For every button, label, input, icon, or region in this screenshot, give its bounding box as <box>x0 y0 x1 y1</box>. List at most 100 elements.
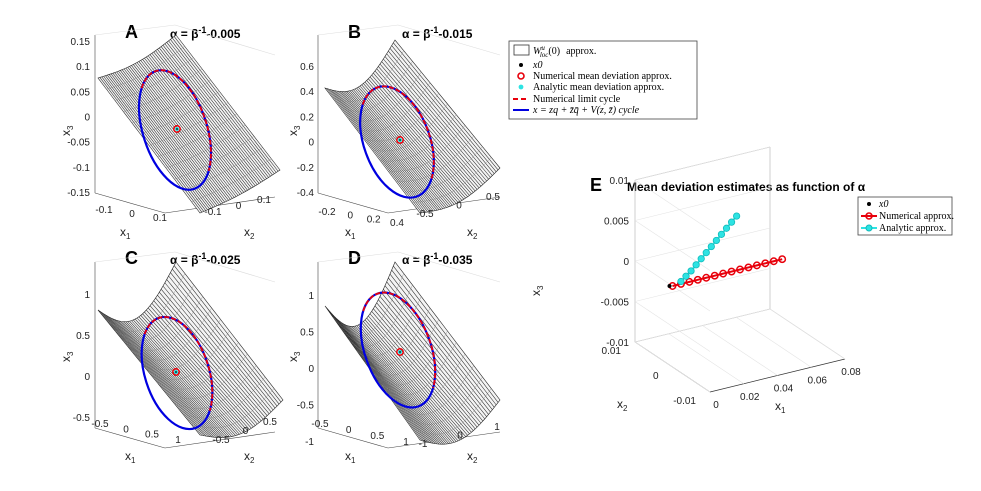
panel-a-mesh-line <box>174 136 255 180</box>
panel-d-z-tick-label: -1 <box>305 437 314 448</box>
panel-a-numerical-cycle <box>140 69 212 172</box>
panel-e-x1-label: x1 <box>775 399 786 415</box>
panel-b-x2-label: x2 <box>467 225 478 241</box>
e-x0-dot-icon <box>867 202 871 206</box>
panel-c: C α = β-1-0.025 1 0.5 0 -0.5 -0.5 0 0.5 1 -0.5… <box>59 248 284 465</box>
panel-e-ticks: 00.020.040.060.080.010-0.010.010.0050-0.… <box>601 176 862 411</box>
panel-b-x1-label: x1 <box>345 225 356 241</box>
panel-d-z-tick-label: 0 <box>308 364 314 375</box>
panel-e-analytic-point <box>687 267 695 275</box>
panel-e-numerical-point <box>769 257 778 266</box>
panel-a-mesh-line <box>148 102 229 146</box>
panel-e-gridline <box>634 146 771 181</box>
panel-e-analytic-point <box>733 212 741 220</box>
panel-c-x3-label: x3 <box>59 351 75 362</box>
panel-a-z-tick-label: 0.15 <box>71 37 91 48</box>
panel-d-numerical-mean-point <box>396 348 404 356</box>
panel-e-analytic-point <box>707 242 715 251</box>
panel-d-title: α = β-1-0.035 <box>402 251 473 267</box>
panel-a-x1-label: x1 <box>120 225 131 241</box>
panel-b-x2-tick-label: 0.5 <box>486 192 500 203</box>
panel-e-analytic-point <box>702 249 710 257</box>
panel-d-mesh-line <box>340 284 413 347</box>
panel-a-mesh-line <box>191 158 272 202</box>
panel-b-mesh-line <box>340 61 413 112</box>
panel-e-analytic-point <box>682 272 690 280</box>
panel-e-numerical-point <box>727 267 736 276</box>
panel-b-z-tick-label: 0.2 <box>300 112 314 123</box>
panel-e-analytic-point <box>722 224 731 232</box>
panel-d-z-tick-label: 1 <box>308 291 314 302</box>
panel-c-cycles <box>140 315 214 431</box>
panel-e-numerical-point <box>736 265 744 274</box>
panel-c-mesh-line <box>191 388 275 429</box>
panel-b-x2-tick-label: 0 <box>456 201 462 212</box>
panel-b-numerical-mean-point <box>396 136 404 144</box>
panel-b-mesh-line <box>364 93 439 142</box>
panel-d-x1-tick-label: -0.5 <box>311 419 329 430</box>
panel-b: B α = β-1-0.015 0.60.40.20-0.2-0.4 -0.2 0… <box>286 22 501 241</box>
panel-e-gridline <box>634 187 771 221</box>
panel-c-back-edge <box>94 251 176 263</box>
panel-c-z-tick-label: 0.5 <box>76 331 90 342</box>
panel-a-surface-patch <box>97 34 281 214</box>
panel-c-x0-point <box>175 371 177 373</box>
panel-d-x1-axis-line <box>317 427 389 449</box>
panel-a-x2-tick-label: 0 <box>236 201 242 212</box>
panel-e-x3-tick-label: -0.01 <box>606 338 629 349</box>
panel-a-z-tick-label: -0.15 <box>67 188 90 199</box>
panel-b-back-edge <box>317 24 399 36</box>
panel-b-z-tick-label: 0.4 <box>300 87 314 98</box>
panel-a-x1-tick-label: 0.1 <box>153 213 167 224</box>
panel-c-mesh-line <box>174 365 257 409</box>
panel-e-analytic-point <box>692 261 700 269</box>
panel-d-mesh-line <box>348 296 422 356</box>
panel-d-label: D <box>348 248 361 268</box>
panel-a-x1-ticks: -0.1 0 0.1 <box>95 205 167 224</box>
panel-b-z-tick-label: -0.2 <box>297 163 315 174</box>
panel-c-x2-tick-label: 0 <box>243 426 249 437</box>
panel-e-x1-tick-label: 0.08 <box>841 367 861 378</box>
legend-surface-label: Wu loc(0) approx. <box>533 44 596 59</box>
panel-c-x1-tick-label: 1 <box>175 435 181 446</box>
panel-b-z-ticks: 0.6 0.4 0.2 0 -0.2 -0.4 <box>297 62 315 199</box>
panel-b-x3-label: x3 <box>286 125 302 136</box>
panel-c-x1-label: x1 <box>125 449 136 465</box>
panel-e-numerical-point <box>752 261 761 270</box>
panel-e-gridline <box>634 227 771 262</box>
panel-e-x3-label: x3 <box>529 285 545 296</box>
panel-d-x1-ticks: -0.5 0 0.5 1 <box>311 419 409 448</box>
panel-d-x1-tick-label: 0 <box>346 425 352 436</box>
panel-c-surface-patch <box>97 261 284 438</box>
panel-d-mesh-line <box>364 319 439 376</box>
panel-e-numerical-line <box>672 258 783 287</box>
x0-dot-icon <box>519 63 523 67</box>
panel-c-x1-tick-label: 0.5 <box>145 430 159 441</box>
panel-a-x1-tick-label: 0 <box>129 209 135 220</box>
panel-e-x2-tick-label: 0 <box>653 371 659 382</box>
panel-b-mesh-line <box>332 50 404 102</box>
panel-b-mesh-line <box>372 103 448 152</box>
panel-b-x1-axis-line <box>317 192 389 214</box>
panel-c-z-tick-label: 0 <box>84 372 90 383</box>
panel-a-mesh-line <box>165 124 246 169</box>
panel-b-title: α = β-1-0.015 <box>402 25 473 41</box>
legend-analytic-cycle-label: x = zq + z̄q̄ + V(z, z̄) cycle <box>532 105 640 116</box>
main-legend: Wu loc(0) approx. x0 Numerical mean deviat… <box>508 40 698 120</box>
panel-d: D α = β-1-0.035 1 0.5 0 -0.5 -1 -0.5 0 0.5 1 -1… <box>286 248 501 465</box>
panel-c-x2-ticks: -0.5 0 0.5 <box>212 417 277 446</box>
panel-e-numerical-point <box>693 275 702 284</box>
panel-d-z-ticks: 1 0.5 0 -0.5 -1 <box>297 291 315 448</box>
panel-c-mesh-line <box>123 296 203 351</box>
panel-c-numerical-mean-point <box>172 368 180 376</box>
panel-c-mesh-line <box>106 273 186 332</box>
panel-c-mesh-line <box>114 284 195 342</box>
panel-e-gridline <box>634 179 711 231</box>
panel-a-cycles <box>137 69 213 191</box>
panel-a-numerical-mean-point <box>173 125 181 133</box>
e-legend-analytic-label: Analytic approx. <box>879 223 946 234</box>
panel-e-x2-tick-label: 0.01 <box>602 346 622 357</box>
panel-b-mesh-line <box>356 82 431 132</box>
panel-d-x2-ticks: -1 0 1 <box>419 422 501 450</box>
